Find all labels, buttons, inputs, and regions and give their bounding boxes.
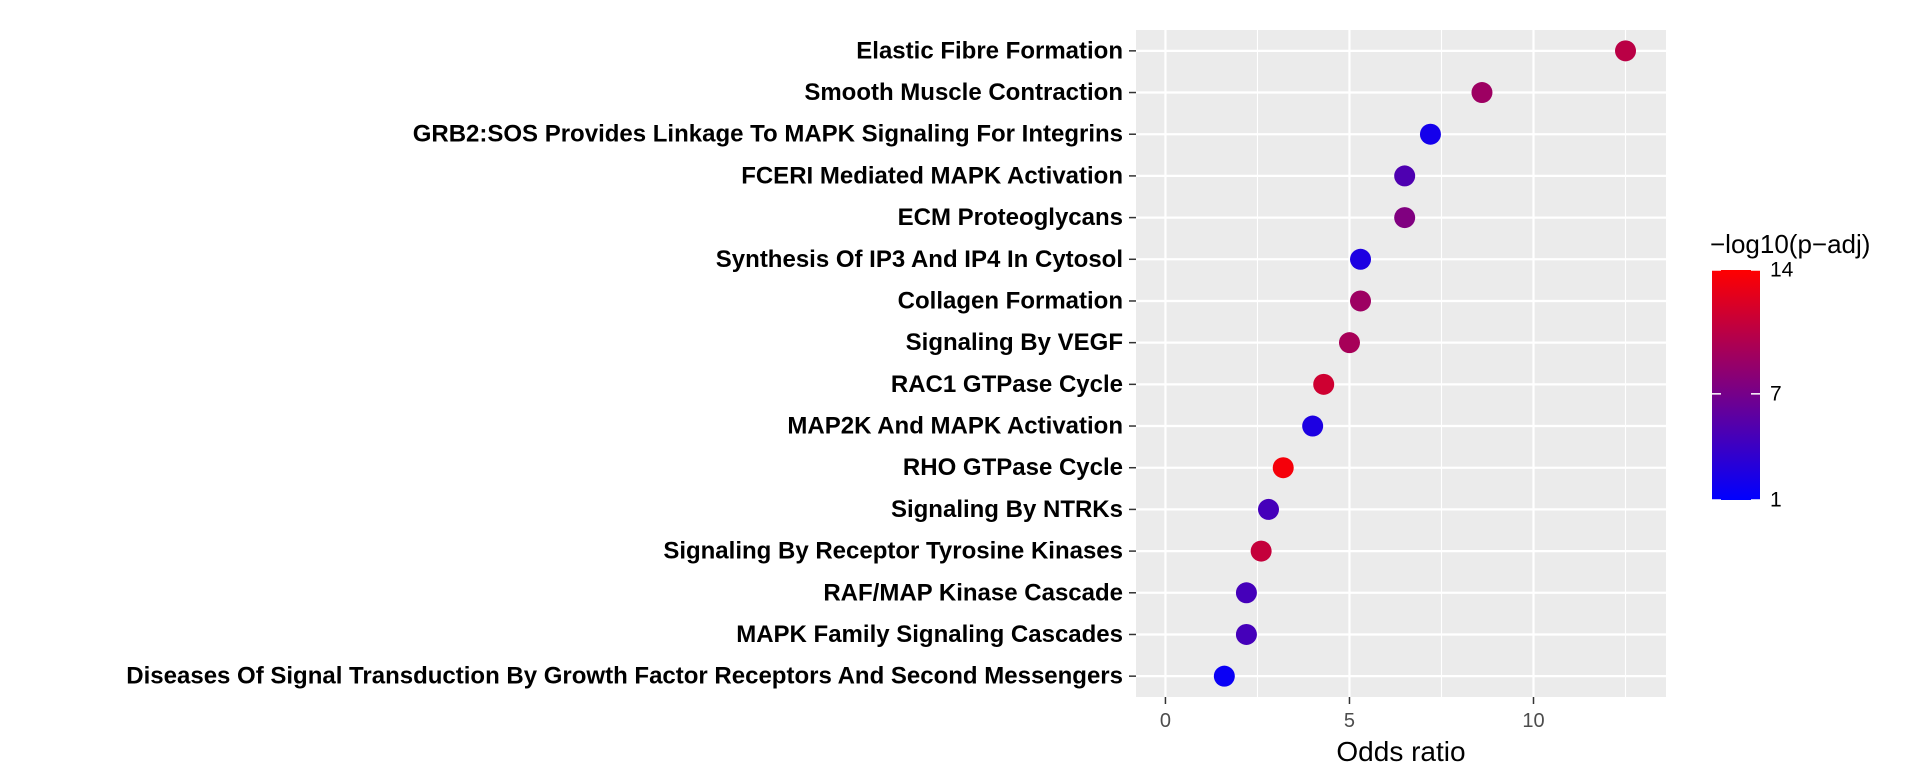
data-point bbox=[1419, 123, 1441, 145]
category-label: MAPK Family Signaling Cascades bbox=[736, 621, 1123, 648]
data-point bbox=[1394, 207, 1416, 229]
data-point bbox=[1258, 498, 1279, 520]
data-point bbox=[1615, 40, 1637, 62]
data-point bbox=[1350, 290, 1372, 312]
category-label: GRB2:SOS Provides Linkage To MAPK Signal… bbox=[413, 121, 1123, 148]
colorbar-tick-label: 14 bbox=[1770, 259, 1794, 282]
category-label: RAC1 GTPase Cycle bbox=[891, 371, 1123, 398]
grid bbox=[1136, 30, 1666, 697]
plot-panel bbox=[1136, 30, 1666, 697]
data-point bbox=[1338, 332, 1360, 354]
category-label: Signaling By VEGF bbox=[906, 329, 1123, 356]
category-label: Diseases Of Signal Transduction By Growt… bbox=[126, 663, 1123, 690]
data-point bbox=[1235, 623, 1257, 645]
x-axis: 0 5 10 bbox=[1160, 697, 1545, 732]
category-label: Signaling By Receptor Tyrosine Kinases bbox=[663, 538, 1123, 565]
category-label: ECM Proteoglycans bbox=[898, 204, 1123, 231]
category-label: Signaling By NTRKs bbox=[891, 496, 1123, 523]
color-legend: −log10(p−adj) 14 7 1 bbox=[1710, 229, 1870, 512]
legend-title: −log10(p−adj) bbox=[1710, 229, 1870, 259]
category-label: Smooth Muscle Contraction bbox=[804, 79, 1123, 106]
data-point bbox=[1250, 540, 1272, 562]
data-point bbox=[1213, 665, 1235, 687]
colorbar-tick-label: 7 bbox=[1770, 382, 1782, 405]
category-label: Collagen Formation bbox=[898, 287, 1123, 314]
y-axis: Elastic Fibre Formation Smooth Muscle Con… bbox=[126, 37, 1136, 690]
x-tick-label: 0 bbox=[1160, 710, 1171, 732]
data-point bbox=[1235, 582, 1257, 604]
category-label: Elastic Fibre Formation bbox=[856, 37, 1123, 64]
data-point bbox=[1471, 82, 1493, 104]
data-point bbox=[1394, 165, 1416, 187]
points bbox=[1213, 40, 1637, 687]
x-tick-label: 5 bbox=[1344, 710, 1355, 732]
x-tick-label: 10 bbox=[1522, 710, 1544, 732]
data-point bbox=[1302, 415, 1324, 437]
x-axis-title: Odds ratio bbox=[1336, 736, 1465, 767]
colorbar-ticks: 14 7 1 bbox=[1712, 259, 1794, 512]
colorbar bbox=[1712, 270, 1760, 500]
colorbar-tick-label: 1 bbox=[1770, 489, 1782, 512]
category-label: Synthesis Of IP3 And IP4 In Cytosol bbox=[716, 246, 1123, 273]
data-point bbox=[1350, 248, 1372, 270]
category-label: RAF/MAP Kinase Cascade bbox=[823, 579, 1123, 606]
data-point bbox=[1313, 373, 1335, 395]
category-label: FCERI Mediated MAPK Activation bbox=[741, 162, 1123, 189]
data-point bbox=[1272, 457, 1294, 479]
category-label: RHO GTPase Cycle bbox=[903, 454, 1123, 481]
category-label: MAP2K And MAPK Activation bbox=[787, 413, 1123, 440]
